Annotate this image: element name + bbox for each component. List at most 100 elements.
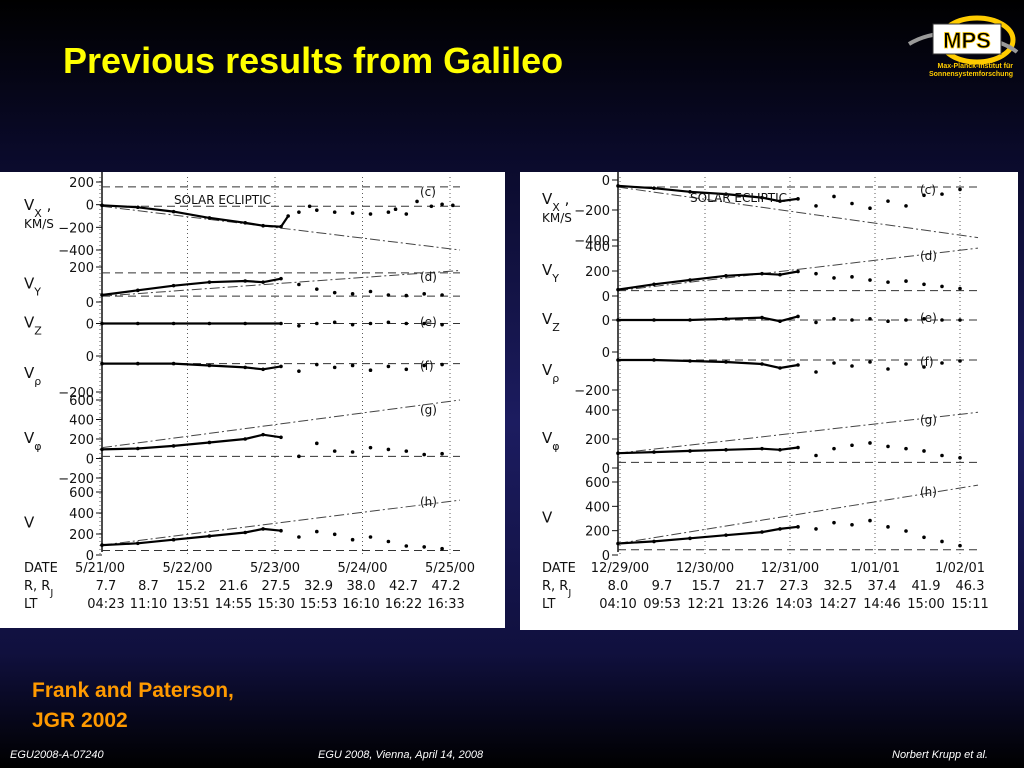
local-time-value: 15:00 [907, 597, 944, 612]
panel-ylabel: VY [24, 275, 41, 299]
velocity-data-point [350, 322, 355, 327]
date-label: 1/01/01 [850, 561, 900, 576]
velocity-data-point [724, 192, 728, 196]
local-time-value: 11:10 [130, 597, 167, 612]
velocity-data-point [404, 212, 409, 216]
velocity-data-point [136, 321, 140, 326]
panel-letter-label: (c) [420, 185, 436, 199]
velocity-data-point [297, 210, 301, 214]
velocity-data-point [886, 444, 890, 449]
velocity-data-point [850, 201, 854, 206]
panel-ylabel: Vφ [24, 429, 42, 453]
velocity-data-point [760, 195, 764, 200]
velocity-data-point [207, 280, 212, 284]
velocity-data-point [207, 321, 212, 326]
velocity-data-point [350, 363, 355, 368]
chart-panel-may-2000: VX , KM/S 200 0 −200 −400 (c) VY 200 0 (d) VZ 0 (e) Vρ… [0, 172, 505, 628]
panel-ylabel-subscript: φ [34, 440, 41, 453]
distance-value: 37.4 [868, 579, 897, 594]
y-tick-label: 0 [86, 350, 94, 365]
velocity-data-point [724, 317, 728, 321]
table-label-r-subscript: J [567, 588, 571, 599]
velocity-data-point [940, 453, 944, 458]
velocity-data-point [440, 322, 444, 327]
velocity-data-point [332, 320, 337, 325]
date-label: 12/31/00 [761, 561, 819, 576]
local-time-value: 16:33 [427, 597, 464, 612]
velocity-data-point [904, 529, 908, 533]
velocity-data-point [207, 440, 212, 445]
distance-value: 8.7 [138, 579, 159, 594]
velocity-data-point [796, 269, 800, 274]
y-tick-label: 200 [69, 528, 94, 543]
velocity-data-point [332, 290, 337, 295]
velocity-data-point [440, 362, 444, 367]
panel-ylabel-suffix: , [42, 196, 52, 214]
y-tick-label: 600 [585, 476, 610, 491]
y-tick-label: 0 [602, 549, 610, 564]
velocity-data-point [279, 435, 283, 440]
velocity-data-point [386, 320, 391, 325]
velocity-data-point [886, 367, 890, 371]
panel-ylabel-subscript: X [552, 201, 560, 214]
footer-event: EGU 2008, Vienna, April 14, 2008 [318, 749, 484, 761]
velocity-data-point [958, 187, 962, 192]
velocity-data-point [832, 276, 836, 280]
velocity-data-point [814, 320, 818, 325]
panel-ylabel-units: KM/S [24, 217, 54, 231]
corotation-trend-line [617, 411, 979, 454]
velocity-data-point [958, 455, 962, 460]
velocity-data-point [958, 286, 962, 291]
velocity-data-point [207, 216, 212, 220]
logo-text: MPS [943, 28, 991, 53]
y-tick-label: 200 [69, 261, 94, 276]
velocity-data-point [440, 546, 444, 551]
velocity-data-point [100, 321, 104, 326]
velocity-data-point [422, 363, 427, 368]
velocity-data-point [940, 361, 944, 365]
table-label-date: DATE [542, 561, 576, 576]
date-label: 5/23/00 [250, 561, 300, 576]
panel-ylabel: Vρ [542, 361, 559, 385]
distance-value: 15.7 [692, 579, 721, 594]
logo-subtitle-2: Sonnensystemforschung [929, 71, 1013, 78]
velocity-data-point [350, 537, 355, 542]
velocity-data-point [616, 287, 620, 292]
velocity-data-point [332, 449, 337, 453]
velocity-data-point [940, 192, 944, 196]
footer-abstract-id: EGU2008-A-07240 [10, 749, 104, 761]
velocity-series-line [102, 362, 282, 371]
velocity-data-point [724, 273, 728, 278]
velocity-data-point [868, 206, 872, 211]
velocity-data-point [904, 279, 908, 283]
panel-ylabel-subscript: Y [551, 272, 559, 285]
velocity-data-point [760, 530, 764, 534]
panel-ylabel-subscript: Z [552, 321, 560, 334]
velocity-data-point [404, 544, 409, 548]
velocity-data-point [796, 445, 800, 450]
panel-ylabel: VY [542, 261, 559, 285]
velocity-data-point [429, 204, 434, 209]
velocity-data-point [404, 293, 409, 298]
velocity-data-point [440, 202, 444, 207]
velocity-data-point [868, 317, 872, 321]
velocity-data-point [814, 204, 818, 208]
panel-letter-label: (c) [920, 183, 936, 197]
chart-panel-dec-2000: VX , KM/S 0 −200 −400 (c) VY 400 200 0 (d) VZ 0 (e) Vρ… [520, 172, 1018, 630]
velocity-data-point [778, 272, 782, 277]
distance-value: 42.7 [389, 579, 418, 594]
velocity-data-point [279, 528, 283, 533]
panel-ylabel-subscript: ρ [552, 372, 559, 385]
y-tick-label: 0 [602, 314, 610, 329]
y-tick-label: 200 [69, 176, 94, 191]
velocity-data-point [243, 530, 247, 535]
distance-value: 7.7 [96, 579, 117, 594]
velocity-data-point [315, 362, 319, 367]
velocity-data-point [386, 447, 391, 452]
y-tick-label: 200 [585, 433, 610, 448]
local-time-value: 16:10 [342, 597, 379, 612]
velocity-data-point [100, 447, 104, 452]
panel-ylabel-subscript: Y [33, 285, 41, 298]
velocity-data-point [652, 539, 656, 544]
